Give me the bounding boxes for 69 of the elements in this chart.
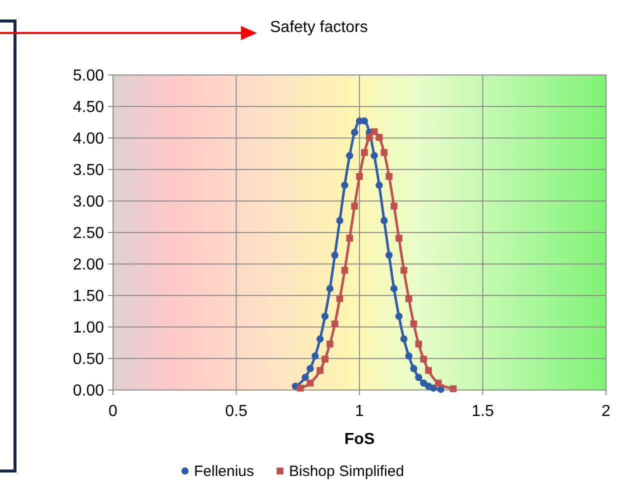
y-tick-label: 3.50 <box>72 162 104 180</box>
point <box>390 202 398 210</box>
point <box>415 374 422 381</box>
point <box>376 134 383 141</box>
y-tick-label: 2.50 <box>72 225 104 242</box>
y-tick-label: 1.50 <box>72 288 104 306</box>
point <box>434 380 442 386</box>
y-tick-label: 0.50 <box>72 351 104 368</box>
point <box>336 216 344 224</box>
point <box>405 352 412 360</box>
point <box>400 266 408 274</box>
point <box>341 266 348 274</box>
x-tick-label: 0 <box>108 403 118 420</box>
point <box>370 152 378 160</box>
point <box>437 386 444 393</box>
point <box>326 340 334 348</box>
y-tick-label: 2.00 <box>72 256 104 274</box>
point <box>430 384 438 392</box>
y-tick-label: 1.00 <box>72 320 104 337</box>
y-tick-label: 3.00 <box>72 194 104 211</box>
y-tick-label: 0.00 <box>72 382 104 400</box>
point <box>331 320 338 328</box>
point <box>405 295 412 302</box>
point <box>410 364 418 372</box>
point <box>302 374 309 381</box>
legend-label: Bishop Simplified <box>289 463 404 480</box>
point <box>331 252 338 259</box>
point <box>380 216 388 224</box>
y-tick-label: 4.50 <box>72 99 104 116</box>
point <box>450 385 457 392</box>
point <box>351 202 358 210</box>
point <box>400 335 408 343</box>
point <box>415 340 422 348</box>
point <box>326 284 334 292</box>
y-tick-label: 4.00 <box>72 130 104 148</box>
point <box>296 384 304 392</box>
point <box>385 252 393 259</box>
point <box>341 182 348 189</box>
x-axis-title: FoS <box>344 431 375 448</box>
point <box>410 320 418 328</box>
point <box>312 352 319 360</box>
text: Safety factors <box>270 19 368 36</box>
point <box>346 152 354 160</box>
point <box>350 128 358 136</box>
point <box>306 364 314 372</box>
y-tick-label: 5.00 <box>72 68 104 85</box>
point <box>356 173 363 180</box>
point <box>396 234 402 242</box>
point <box>322 356 328 363</box>
point <box>336 295 344 302</box>
point <box>321 312 329 320</box>
point <box>376 182 383 189</box>
x-tick-label: 2 <box>602 403 611 420</box>
x-tick-label: 0.5 <box>225 403 248 420</box>
x-tick-label: 1 <box>355 403 364 420</box>
point <box>425 367 432 374</box>
point <box>380 149 388 156</box>
point <box>316 367 324 374</box>
x-tick-label: 1.5 <box>472 403 494 420</box>
point <box>366 134 373 141</box>
point <box>395 312 403 320</box>
point <box>386 173 392 180</box>
point <box>316 335 324 343</box>
point <box>306 380 314 386</box>
point <box>390 284 398 292</box>
point <box>420 356 427 363</box>
point <box>361 149 368 156</box>
legend-label: Fellenius <box>194 463 254 480</box>
point <box>346 234 354 242</box>
